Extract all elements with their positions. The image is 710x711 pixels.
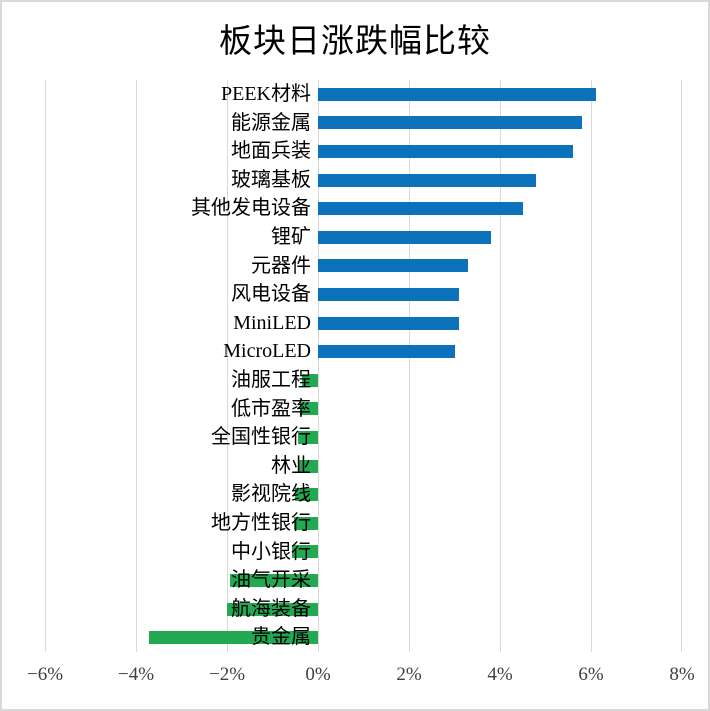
- category-label: 玻璃基板: [231, 168, 311, 191]
- category-label: 油服工程: [231, 369, 311, 391]
- category-label: 中小银行: [231, 540, 311, 563]
- plot-area: [45, 80, 682, 652]
- data-bar: [227, 602, 318, 616]
- data-bar: [318, 259, 469, 273]
- gridline: [136, 80, 137, 652]
- x-tick-label: 2%: [396, 664, 422, 685]
- category-label: MicroLED: [223, 340, 311, 363]
- x-tick-label: 8%: [669, 664, 695, 685]
- x-tick-label: −4%: [117, 664, 155, 685]
- category-label: 风电设备: [231, 283, 311, 306]
- data-bar: [318, 173, 537, 187]
- gridline: [591, 80, 592, 652]
- data-bar: [295, 488, 318, 502]
- data-bar: [318, 145, 573, 158]
- category-label: 地方性银行: [211, 512, 311, 534]
- category-label: 影视院线: [231, 483, 311, 506]
- data-bar: [318, 202, 523, 216]
- data-bar: [318, 288, 460, 301]
- gridline: [45, 80, 46, 652]
- gridline: [409, 80, 410, 652]
- data-bar: [148, 631, 318, 645]
- category-label: 航海装备: [231, 597, 311, 620]
- category-label: 油气开采: [231, 569, 311, 592]
- gridline: [227, 80, 228, 652]
- data-bar: [293, 516, 318, 530]
- x-tick-label: 4%: [487, 664, 513, 685]
- data-bar: [318, 345, 455, 359]
- category-label: 地面兵装: [231, 140, 311, 163]
- gridline: [318, 80, 319, 652]
- data-bar: [299, 402, 318, 416]
- category-label: 低市盈率: [231, 397, 311, 420]
- x-tick-label: 0%: [305, 664, 331, 685]
- data-bar: [297, 459, 318, 473]
- data-bar: [292, 545, 318, 559]
- category-label: 林业: [271, 454, 311, 477]
- value-axis: −6% −4% −2% 0% 2% 4% 6% 8%: [27, 662, 695, 688]
- data-bar: [318, 316, 460, 330]
- data-bar: [297, 431, 318, 444]
- data-bar: [318, 87, 596, 101]
- category-axis: PEEK材料能源金属地面兵装玻璃基板其他发电设备锂矿元器件风电设备 MiniLED…: [2, 80, 311, 652]
- data-bar: [318, 116, 582, 130]
- category-label: 其他发电设备: [191, 197, 311, 220]
- data-bar: [318, 230, 491, 244]
- category-label: 能源金属: [231, 111, 311, 134]
- category-label: 全国性银行: [211, 426, 311, 449]
- category-label: 元器件: [251, 254, 311, 277]
- category-label: 贵金属: [251, 626, 311, 649]
- data-bar: [230, 574, 318, 587]
- category-label: 锂矿: [271, 226, 311, 248]
- chart-title: 板块日涨跌幅比较: [219, 24, 491, 60]
- data-bar: [302, 373, 318, 387]
- gridline: [500, 80, 501, 652]
- x-tick-label: −2%: [208, 664, 246, 685]
- category-label: MiniLED: [233, 311, 311, 334]
- category-label: PEEK材料: [221, 83, 311, 105]
- x-tick-label: −6%: [26, 664, 64, 685]
- gridline: [681, 80, 682, 652]
- x-tick-label: 6%: [578, 664, 604, 685]
